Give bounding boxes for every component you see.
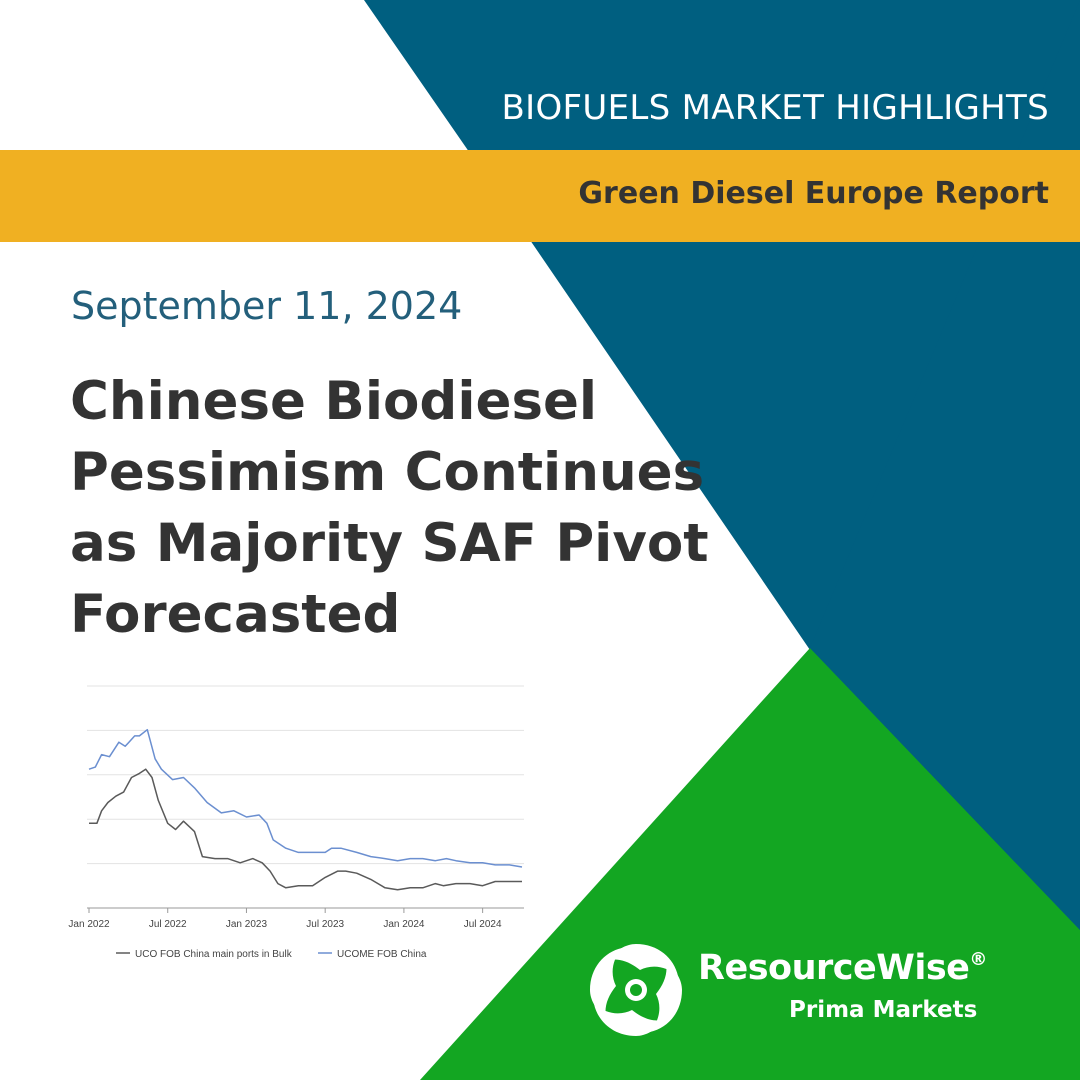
gold-banner [0, 150, 1080, 242]
headline: Chinese Biodiesel Pessimism Continues as… [70, 366, 710, 650]
headline-line: Pessimism Continues [70, 442, 705, 503]
headline-line: as Majority SAF Pivot [70, 513, 709, 574]
chart-series [88, 728, 523, 891]
legend-label: UCO FOB China main ports in Bulk [135, 949, 293, 960]
registered-mark: ® [969, 949, 987, 970]
green-triangle [420, 648, 1080, 1080]
publish-date: September 11, 2024 [71, 284, 463, 328]
headline-line: Forecasted [70, 584, 401, 645]
series-line-1 [89, 768, 522, 891]
brand-name-text: ResourceWise [698, 948, 970, 988]
headline-line: Chinese Biodiesel [70, 371, 598, 432]
chart-legend: UCO FOB China main ports in Bulk UCOME FO… [116, 949, 427, 960]
brand-subtitle: Prima Markets [789, 997, 978, 1023]
brand-name: ResourceWise® [698, 948, 987, 988]
report-name: Green Diesel Europe Report [578, 176, 1049, 211]
x-tick-label: Jan 2024 [383, 919, 425, 930]
legend-label: UCOME FOB China [337, 949, 427, 960]
x-tick-label: Jan 2023 [226, 919, 268, 930]
resourcewise-swirl-icon [590, 944, 682, 1036]
x-tick-label: Jan 2022 [68, 919, 110, 930]
x-tick-label: Jul 2024 [464, 919, 502, 930]
x-tick-label: Jul 2022 [149, 919, 187, 930]
x-tick-label: Jul 2023 [306, 919, 344, 930]
chart-x-axis: Jan 2022 Jul 2022 Jan 2023 Jul 2023 Jan 2024… [68, 907, 524, 930]
series-title: BIOFUELS MARKET HIGHLIGHTS [501, 88, 1049, 128]
brand-lockup: ResourceWise® Prima Markets [586, 940, 1006, 1040]
chart-gridlines [87, 685, 524, 909]
price-chart: Jan 2022 Jul 2022 Jan 2023 Jul 2023 Jan 2024… [68, 685, 524, 960]
series-line-2 [88, 728, 523, 868]
